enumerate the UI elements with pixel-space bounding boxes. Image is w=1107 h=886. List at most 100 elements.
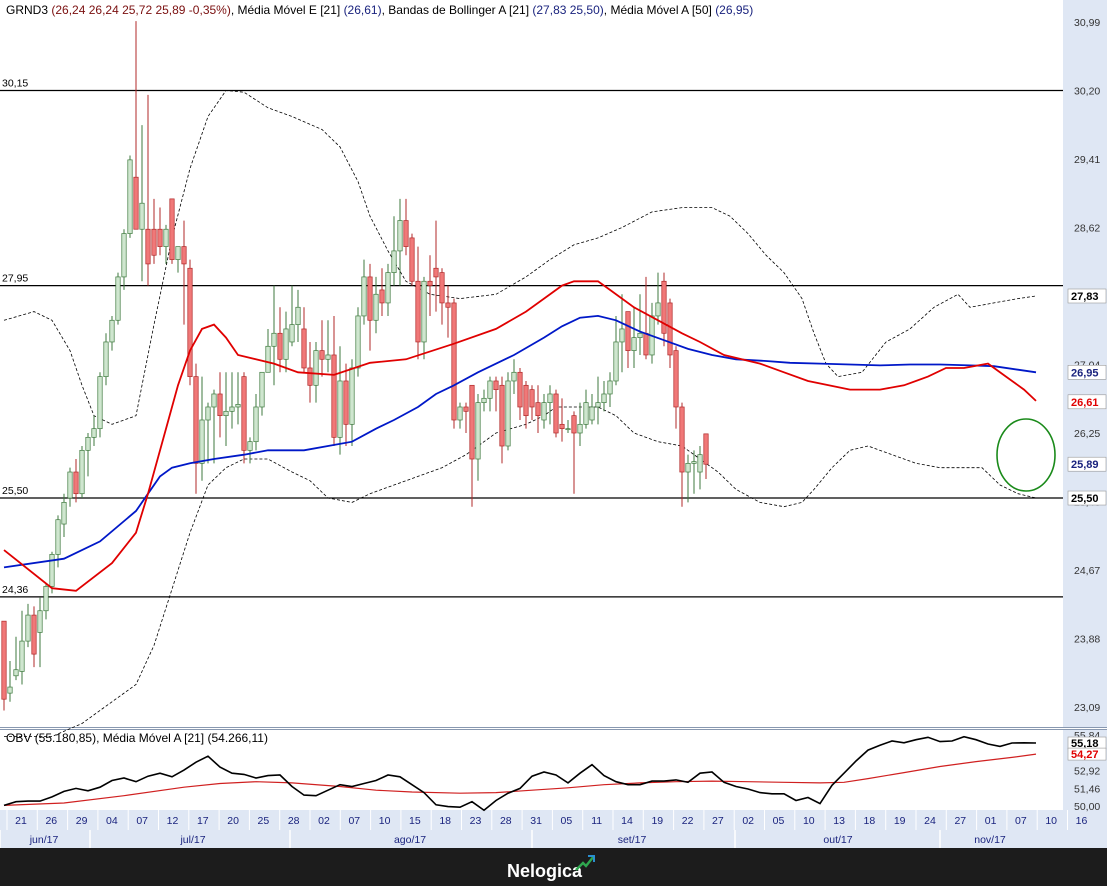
candle [283,328,289,360]
candle [511,371,517,382]
obv-tick-label: 50,00 [1074,801,1100,813]
candle [445,302,451,308]
candle [547,393,553,404]
candle [655,302,661,317]
month-label: ago/17 [394,834,426,846]
candle [1,620,7,700]
date-label: 27 [712,815,724,827]
candle [43,586,49,612]
bollinger-upper-band [3,90,1037,425]
candle [661,280,667,334]
date-label: 10 [803,815,815,827]
candle [181,246,187,265]
candle [127,159,133,234]
candle [325,354,331,360]
obv-ma-value: (54.266,11) [207,731,268,745]
candle [67,471,73,499]
date-label: 27 [954,815,966,827]
date-label: 11 [591,815,602,827]
obv-line [3,735,1037,812]
obv-value: (55.180,85) [34,731,97,745]
date-label: 01 [985,815,997,827]
candle [517,371,523,408]
price-tick-label: 30,20 [1074,86,1100,98]
candle [679,406,685,473]
candle [355,315,361,369]
nelogica-logo: Nelogica [507,861,583,881]
candle [391,250,397,273]
candle [457,406,463,421]
month-label: set/17 [618,834,647,846]
highlight-circle [996,418,1056,492]
candle [13,669,19,677]
candle [271,332,277,347]
date-axis[interactable] [0,810,1107,830]
date-label: 19 [651,815,663,827]
candle [73,471,79,495]
price-badge [1067,365,1107,380]
candle [577,423,583,434]
candle [559,423,565,430]
candle [169,198,175,260]
price-tick-label: 29,41 [1074,154,1100,166]
price-chart[interactable]: 30,15 27,95 25,50 24,36 30,99 30,20 29,41 28,6… [0,0,1107,848]
month-label: jun/17 [29,834,59,846]
candle [7,686,13,694]
candle [505,380,511,447]
date-label: 02 [742,815,754,827]
candle [25,614,31,642]
date-label: 10 [1045,815,1057,827]
candle [49,554,55,587]
candle [229,406,235,412]
candle [235,404,241,408]
price-badge [1067,394,1107,410]
bollinger-label: Bandas de Bollinger A [21] [388,3,530,17]
candle [259,371,265,408]
date-label: 19 [894,815,906,827]
date-label: 15 [409,815,421,827]
date-label: 21 [15,815,27,827]
candle [415,280,421,343]
candle [541,402,547,421]
date-label: 05 [561,815,573,827]
candle [619,328,625,343]
obv-ma-line [3,753,1037,806]
candle [583,402,589,425]
candle [595,402,601,408]
month-label: out/17 [823,834,852,846]
candle [451,302,457,421]
candle [241,376,247,451]
candle [427,280,433,286]
price-tick-label: 23,09 [1074,702,1100,714]
price-tick-label: 30,99 [1074,17,1100,29]
month-label: nov/17 [974,834,1006,846]
candle [121,233,127,278]
candle [439,272,445,304]
candle [79,449,85,495]
date-label: 16 [1076,815,1088,827]
candle [265,345,271,373]
candle [139,202,145,230]
candle [343,380,349,425]
candle [295,306,301,325]
candle [499,384,505,447]
candle [115,276,121,321]
month-label: jul/17 [179,834,205,846]
support-line-label: 24,36 [2,584,28,596]
month-axis[interactable] [0,830,1107,848]
candle [145,228,151,265]
logo-mark-icon [575,855,595,871]
ema21-line [3,280,1037,592]
candle [19,640,25,672]
price-badge-label: 25,50 [1071,493,1099,505]
candle [301,328,307,369]
support-line-label: 30,15 [2,78,28,90]
price-axis[interactable] [1063,0,1107,727]
date-label: 04 [106,815,118,827]
date-label: 07 [136,815,148,827]
candle [211,393,217,408]
candle [109,319,115,343]
candle [97,376,103,430]
date-label: 12 [167,815,179,827]
